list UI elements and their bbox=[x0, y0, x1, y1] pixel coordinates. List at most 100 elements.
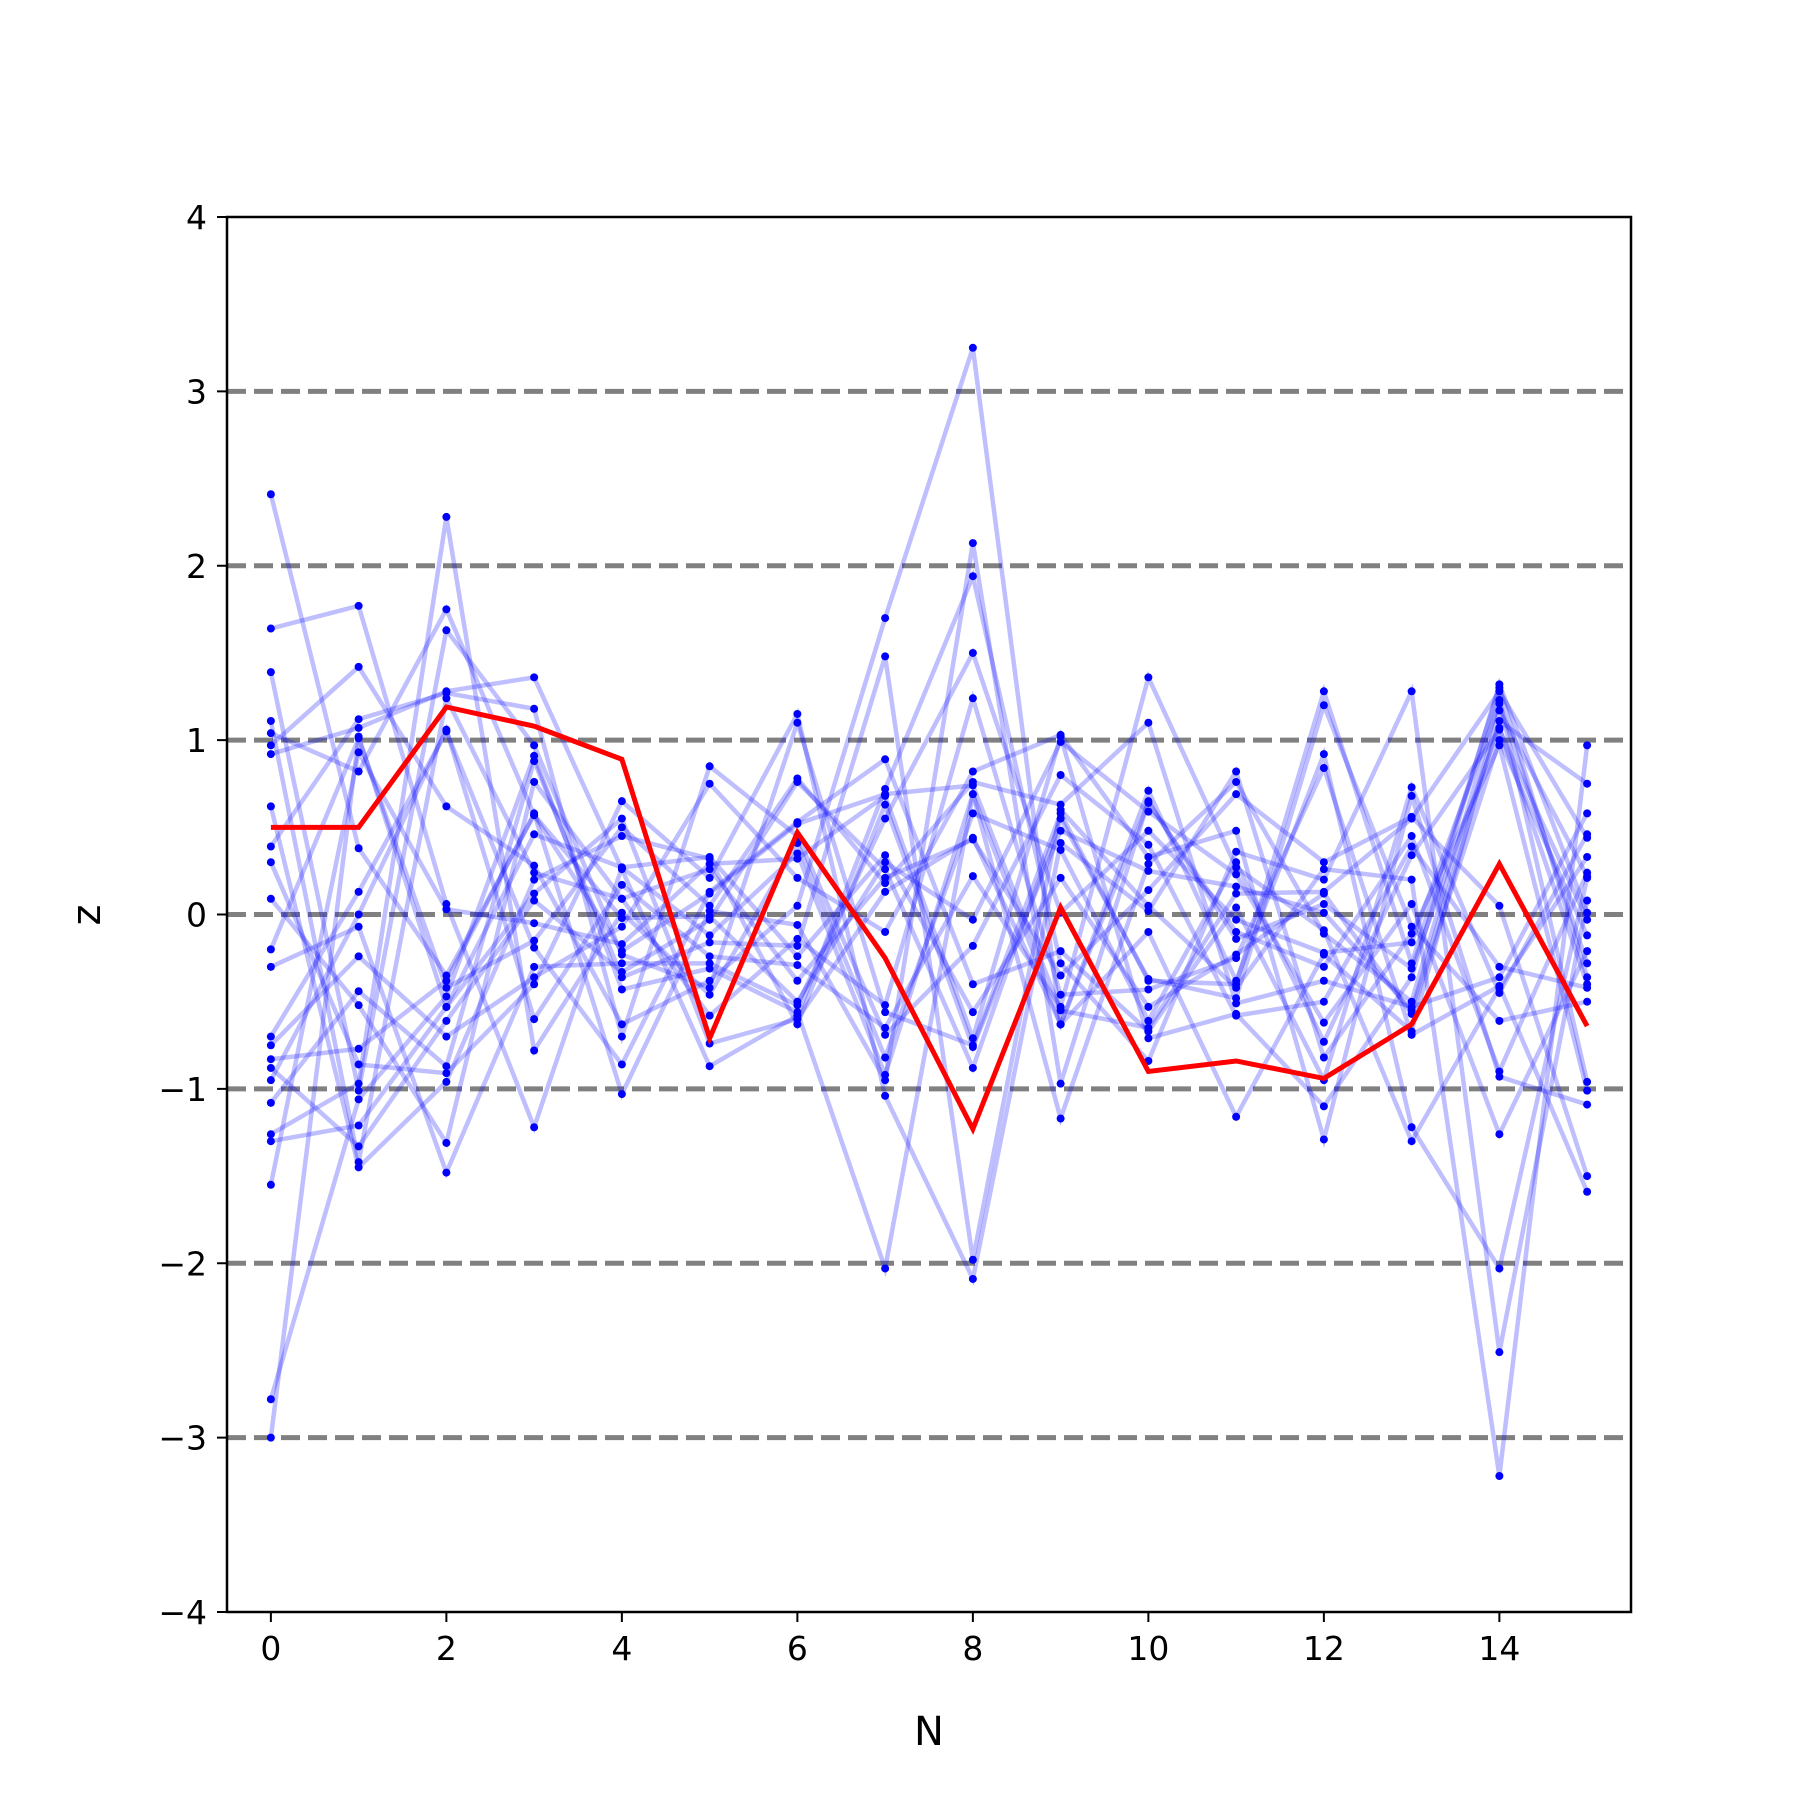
series-point bbox=[1495, 1130, 1504, 1139]
series-point bbox=[1407, 1030, 1416, 1039]
series-point bbox=[1319, 900, 1328, 909]
series-point bbox=[617, 1090, 626, 1099]
series-point bbox=[1144, 1034, 1153, 1043]
series-point bbox=[705, 859, 714, 868]
series-point bbox=[1407, 929, 1416, 938]
series-point bbox=[1056, 845, 1065, 854]
series-point bbox=[881, 879, 890, 888]
series-point bbox=[793, 718, 802, 727]
series-point bbox=[266, 858, 275, 867]
series-point bbox=[1583, 973, 1592, 982]
series-point bbox=[793, 1015, 802, 1024]
series-point bbox=[1407, 938, 1416, 947]
series-point bbox=[617, 797, 626, 806]
series-point bbox=[1056, 990, 1065, 999]
series-point bbox=[968, 648, 977, 657]
series-point bbox=[442, 1138, 451, 1147]
series-point bbox=[968, 767, 977, 776]
x-tick-label: 4 bbox=[611, 1629, 632, 1668]
series-point bbox=[617, 1020, 626, 1029]
series-point bbox=[266, 1041, 275, 1050]
series-line bbox=[268, 691, 1590, 1177]
series-point bbox=[968, 915, 977, 924]
series-point bbox=[793, 709, 802, 718]
series-point bbox=[354, 1079, 363, 1088]
series-point bbox=[1232, 934, 1241, 943]
series-point bbox=[705, 952, 714, 961]
y-tick-label: −4 bbox=[158, 1593, 207, 1632]
series-point bbox=[1495, 706, 1504, 715]
series-point bbox=[1319, 858, 1328, 867]
series-point bbox=[354, 1044, 363, 1053]
series-point bbox=[881, 851, 890, 860]
x-tick-label: 14 bbox=[1478, 1629, 1520, 1668]
series-point bbox=[442, 725, 451, 734]
series-point bbox=[442, 1016, 451, 1025]
series-point bbox=[1495, 1264, 1504, 1273]
series-point bbox=[530, 889, 539, 898]
series-point bbox=[1144, 840, 1153, 849]
highlight-line bbox=[270, 704, 1590, 1136]
series-point bbox=[793, 952, 802, 961]
series-line bbox=[270, 568, 1590, 1353]
series-point bbox=[1056, 805, 1065, 814]
series-line bbox=[269, 690, 1590, 1193]
x-axis: 0 2 4 6 8 10 12 14 bbox=[260, 1612, 1520, 1668]
series-point bbox=[968, 980, 977, 989]
series-point bbox=[881, 927, 890, 936]
series-point bbox=[793, 961, 802, 970]
series-point bbox=[266, 802, 275, 811]
series-point bbox=[793, 873, 802, 882]
series-point bbox=[1583, 908, 1592, 917]
series-point bbox=[881, 1076, 890, 1085]
series-point bbox=[1056, 732, 1065, 741]
series-point bbox=[793, 920, 802, 929]
series-point bbox=[705, 1011, 714, 1020]
series-point bbox=[354, 601, 363, 610]
series-point bbox=[266, 1063, 275, 1072]
series-point bbox=[1232, 983, 1241, 992]
series-point bbox=[793, 1001, 802, 1010]
series-point bbox=[530, 936, 539, 945]
series-point bbox=[1056, 1020, 1065, 1029]
series-point bbox=[354, 952, 363, 961]
series-point bbox=[793, 1008, 802, 1017]
series-point bbox=[1495, 1471, 1504, 1480]
series-line bbox=[269, 516, 1590, 1137]
series-point bbox=[1495, 696, 1504, 705]
series-line bbox=[269, 732, 1588, 1149]
series-point bbox=[354, 1086, 363, 1095]
series-point bbox=[705, 779, 714, 788]
series-point bbox=[968, 1043, 977, 1052]
series-point bbox=[1583, 779, 1592, 788]
series-point bbox=[881, 858, 890, 867]
series-point bbox=[530, 751, 539, 760]
series-point bbox=[530, 777, 539, 786]
series-point bbox=[1144, 786, 1153, 795]
series-point bbox=[530, 896, 539, 905]
series-point bbox=[1583, 852, 1592, 861]
x-tick-label: 12 bbox=[1303, 1629, 1345, 1668]
series-point bbox=[705, 964, 714, 973]
series-point bbox=[1056, 1002, 1065, 1011]
series-point bbox=[266, 741, 275, 750]
series-point bbox=[1319, 889, 1328, 898]
series-point bbox=[1583, 980, 1592, 989]
series-line bbox=[269, 698, 1588, 1150]
series-point bbox=[1232, 1112, 1241, 1121]
series-line bbox=[269, 647, 1590, 1179]
series-point bbox=[442, 983, 451, 992]
series-point bbox=[705, 887, 714, 896]
series-point bbox=[968, 777, 977, 786]
series-point bbox=[705, 931, 714, 940]
y-tick-label: −3 bbox=[158, 1419, 207, 1458]
series-point bbox=[1583, 1077, 1592, 1086]
series-point bbox=[881, 887, 890, 896]
series-point bbox=[968, 343, 977, 352]
series-point bbox=[530, 861, 539, 870]
series-point bbox=[705, 907, 714, 916]
series-point bbox=[1056, 947, 1065, 956]
series-point bbox=[266, 1137, 275, 1146]
series-point bbox=[705, 990, 714, 999]
series-point bbox=[1583, 896, 1592, 905]
